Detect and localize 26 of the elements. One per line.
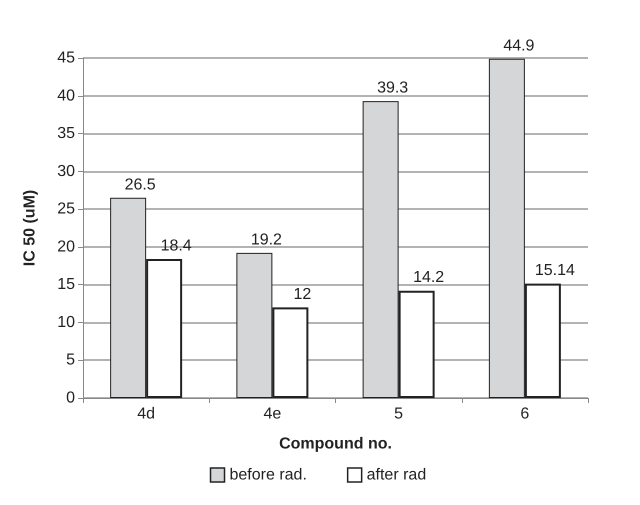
x-tick-label: 5 (394, 406, 404, 422)
data-label: 12 (293, 286, 312, 303)
y-tick-label: 5 (66, 352, 76, 369)
y-tick-label: 30 (57, 162, 76, 180)
y-tick-label: 35 (57, 125, 76, 142)
data-label: 19.2 (250, 231, 282, 248)
x-tick-label: 6 (520, 406, 530, 422)
y-tick-label: 15 (57, 276, 76, 294)
data-label: 39.3 (377, 80, 408, 97)
x-tick-label: 4d (137, 406, 156, 422)
x-axis-title: Compound no. (279, 436, 392, 452)
y-tick-label: 20 (57, 238, 76, 256)
data-label: 15.14 (534, 262, 575, 280)
y-tick-label: 10 (57, 314, 76, 331)
data-label: 44.9 (503, 37, 535, 54)
legend-label: after rad (366, 466, 426, 484)
y-axis-title: IC 50 (uM) (22, 190, 38, 266)
data-label: 14.2 (413, 269, 444, 286)
legend-label: before rad. (230, 466, 307, 484)
y-tick-label: 25 (57, 200, 76, 218)
y-tick-label: 45 (57, 50, 76, 66)
data-label: 18.4 (160, 237, 192, 254)
x-tick-label: 4e (263, 406, 282, 422)
y-tick-label: 40 (57, 87, 76, 104)
data-label: 26.5 (124, 176, 156, 194)
y-tick-label: 0 (66, 390, 76, 406)
